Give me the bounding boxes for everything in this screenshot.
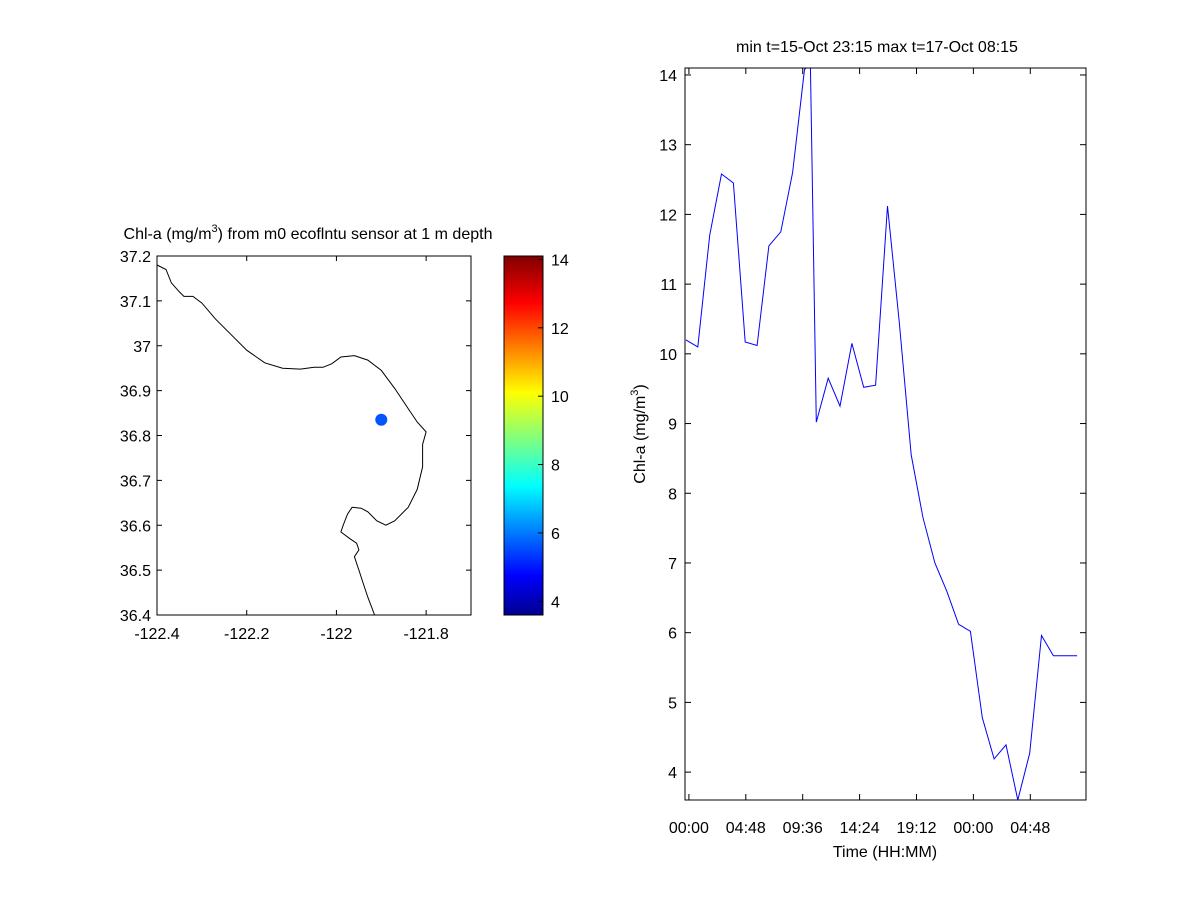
line-xlabel: Time (HH:MM) bbox=[833, 844, 937, 861]
map-points bbox=[375, 413, 388, 426]
line-title: min t=15-Oct 23:15 max t=17-Oct 08:15 bbox=[736, 39, 1018, 56]
colorbar-tick-label: 14 bbox=[551, 252, 569, 269]
map-title: Chl-a (mg/m3) from m0 ecoflntu sensor at… bbox=[124, 223, 493, 243]
coastline bbox=[156, 264, 427, 616]
line-xtick-label: 00:00 bbox=[953, 820, 993, 837]
colorbar-tick-label: 8 bbox=[551, 458, 560, 475]
map-ytick-label: 37.2 bbox=[120, 249, 151, 266]
colorbar-gradient bbox=[503, 255, 544, 616]
line-xtick-label: 00:00 bbox=[669, 820, 709, 837]
line-ytick-label: 9 bbox=[668, 417, 677, 434]
line-xtick-label: 14:24 bbox=[840, 820, 880, 837]
map-xtick-label: -122.2 bbox=[224, 626, 269, 643]
colorbar-tick-label: 12 bbox=[551, 321, 569, 338]
line-axes-frame bbox=[684, 67, 1087, 801]
map-panel: Chl-a (mg/m3) from m0 ecoflntu sensor at… bbox=[120, 223, 493, 643]
map-ytick-label: 36.4 bbox=[120, 608, 151, 625]
map-ytick-label: 36.5 bbox=[120, 563, 151, 580]
line-ytick-label: 10 bbox=[659, 347, 677, 364]
line-xtick-label: 19:12 bbox=[896, 820, 936, 837]
line-xtick-label: 04:48 bbox=[1010, 820, 1050, 837]
map-xtick-label: -122 bbox=[320, 626, 352, 643]
map-xtick-label: -122.4 bbox=[134, 626, 179, 643]
chl-series-line bbox=[685, 68, 1078, 800]
line-tick-labels: 00:00 04:48 09:36 14:24 19:12 00:00 04:48 4 5 6 7 8… bbox=[659, 68, 1050, 837]
colorbar-tick-label: 10 bbox=[551, 389, 569, 406]
line-ytick-label: 6 bbox=[668, 626, 677, 643]
map-tick-labels: -122.4 -122.2 -122 -121.8 36.4 36.5 36.6 36.7 36… bbox=[120, 249, 449, 643]
map-ytick-label: 36.9 bbox=[120, 384, 151, 401]
sensor-point bbox=[375, 413, 388, 426]
line-ytick-label: 12 bbox=[659, 207, 677, 224]
colorbar-tick-label: 4 bbox=[551, 594, 560, 611]
line-ytick-label: 13 bbox=[659, 138, 677, 155]
coastline-line bbox=[156, 264, 427, 616]
colorbar-tick-label: 6 bbox=[551, 526, 560, 543]
map-ytick-label: 37.1 bbox=[120, 294, 151, 311]
line-ytick-label: 11 bbox=[660, 277, 677, 294]
line-ytick-label: 14 bbox=[659, 68, 677, 85]
line-series-group bbox=[685, 68, 1078, 800]
line-ytick-label: 8 bbox=[668, 486, 677, 503]
map-ytick-label: 36.6 bbox=[120, 518, 151, 535]
map-ytick-label: 37 bbox=[133, 339, 151, 356]
colorbar-ticks: 4 6 8 10 12 14 bbox=[538, 252, 569, 611]
line-panel: min t=15-Oct 23:15 max t=17-Oct 08:15 00… bbox=[629, 39, 1087, 861]
line-ticks bbox=[685, 68, 1086, 800]
colorbar: 4 6 8 10 12 14 bbox=[503, 252, 569, 616]
line-ytick-label: 5 bbox=[668, 695, 677, 712]
line-xtick-label: 09:36 bbox=[783, 820, 823, 837]
map-ytick-label: 36.8 bbox=[120, 429, 151, 446]
map-xtick-label: -121.8 bbox=[403, 626, 448, 643]
line-ytick-label: 4 bbox=[668, 765, 677, 782]
map-ytick-label: 36.7 bbox=[120, 473, 151, 490]
line-ylabel: Chl-a (mg/m3) bbox=[629, 384, 649, 483]
line-xtick-label: 04:48 bbox=[726, 820, 766, 837]
line-ytick-label: 7 bbox=[668, 556, 677, 573]
map-axes-frame bbox=[156, 255, 472, 616]
map-ticks bbox=[156, 255, 471, 616]
